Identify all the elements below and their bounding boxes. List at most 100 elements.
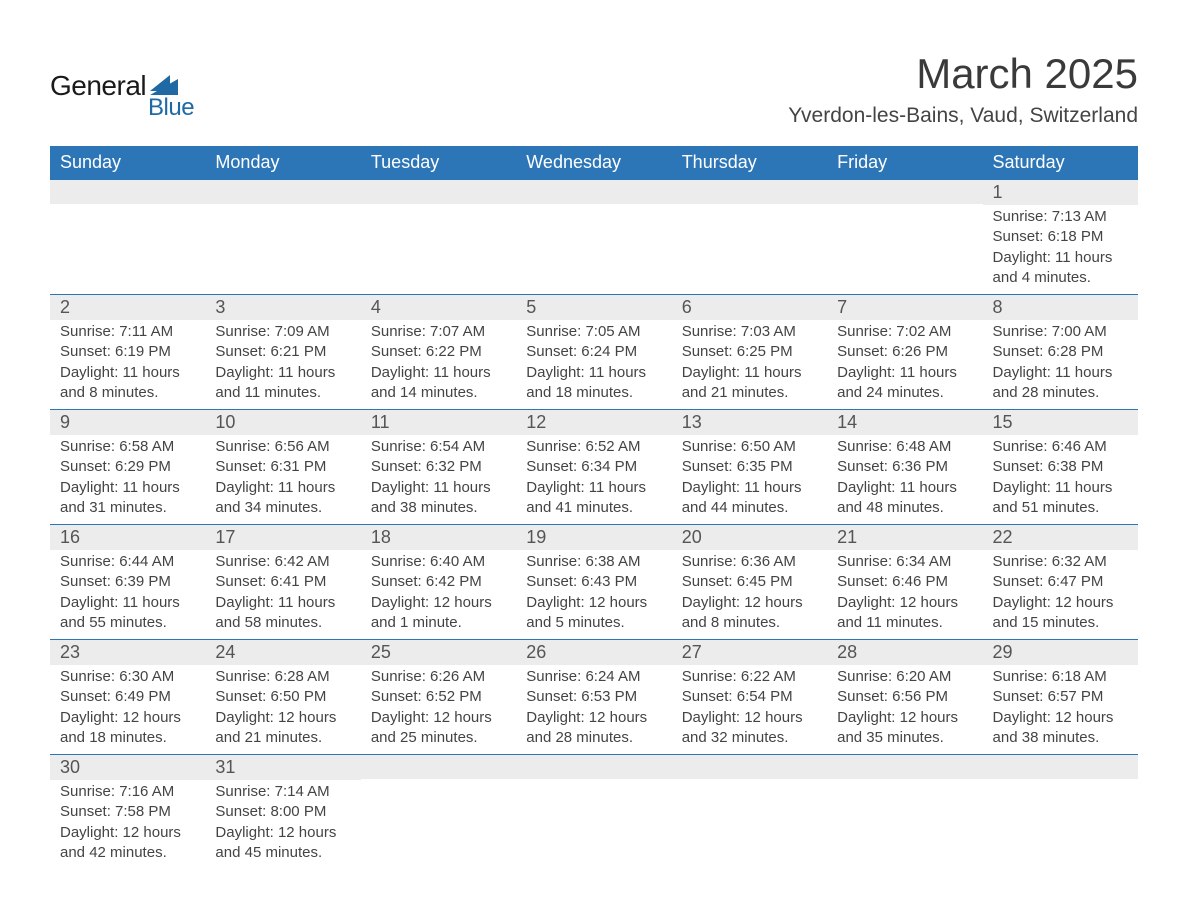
day-data: Sunrise: 7:09 AMSunset: 6:21 PMDaylight:… <box>205 320 360 409</box>
day-daylight2: and 34 minutes. <box>215 498 350 518</box>
day-sunrise: Sunrise: 6:58 AM <box>60 437 195 457</box>
day-daylight1: Daylight: 11 hours <box>993 363 1128 383</box>
day-data: Sunrise: 6:50 AMSunset: 6:35 PMDaylight:… <box>672 435 827 524</box>
calendar-cell: 5Sunrise: 7:05 AMSunset: 6:24 PMDaylight… <box>516 295 671 410</box>
day-daylight1: Daylight: 12 hours <box>60 708 195 728</box>
day-data: Sunrise: 7:07 AMSunset: 6:22 PMDaylight:… <box>361 320 516 409</box>
empty-day-data <box>516 779 671 807</box>
day-data: Sunrise: 6:30 AMSunset: 6:49 PMDaylight:… <box>50 665 205 754</box>
day-number: 7 <box>827 295 982 320</box>
day-sunrise: Sunrise: 6:42 AM <box>215 552 350 572</box>
calendar-cell: 3Sunrise: 7:09 AMSunset: 6:21 PMDaylight… <box>205 295 360 410</box>
day-daylight1: Daylight: 12 hours <box>682 593 817 613</box>
calendar-cell: 10Sunrise: 6:56 AMSunset: 6:31 PMDayligh… <box>205 410 360 525</box>
day-daylight2: and 32 minutes. <box>682 728 817 748</box>
day-number: 24 <box>205 640 360 665</box>
empty-day-data <box>361 779 516 807</box>
day-daylight1: Daylight: 11 hours <box>526 363 661 383</box>
day-sunrise: Sunrise: 7:14 AM <box>215 782 350 802</box>
calendar-cell <box>516 180 671 295</box>
weekday-header: Monday <box>205 146 360 180</box>
calendar-body: 1Sunrise: 7:13 AMSunset: 6:18 PMDaylight… <box>50 180 1138 870</box>
day-daylight2: and 51 minutes. <box>993 498 1128 518</box>
calendar-cell <box>516 755 671 870</box>
day-sunset: Sunset: 6:56 PM <box>837 687 972 707</box>
brand-logo: General Blue <box>50 70 194 122</box>
day-daylight1: Daylight: 11 hours <box>60 363 195 383</box>
day-sunset: Sunset: 6:21 PM <box>215 342 350 362</box>
day-data: Sunrise: 6:58 AMSunset: 6:29 PMDaylight:… <box>50 435 205 524</box>
day-sunset: Sunset: 6:26 PM <box>837 342 972 362</box>
day-sunrise: Sunrise: 6:34 AM <box>837 552 972 572</box>
day-sunrise: Sunrise: 6:22 AM <box>682 667 817 687</box>
calendar-cell <box>983 755 1138 870</box>
day-sunrise: Sunrise: 7:11 AM <box>60 322 195 342</box>
calendar-cell: 25Sunrise: 6:26 AMSunset: 6:52 PMDayligh… <box>361 640 516 755</box>
day-sunset: Sunset: 6:32 PM <box>371 457 506 477</box>
empty-day <box>672 755 827 779</box>
day-sunset: Sunset: 6:41 PM <box>215 572 350 592</box>
calendar-cell: 23Sunrise: 6:30 AMSunset: 6:49 PMDayligh… <box>50 640 205 755</box>
day-sunset: Sunset: 6:35 PM <box>682 457 817 477</box>
empty-day-data <box>827 779 982 807</box>
day-sunrise: Sunrise: 6:36 AM <box>682 552 817 572</box>
day-data: Sunrise: 7:11 AMSunset: 6:19 PMDaylight:… <box>50 320 205 409</box>
day-number: 14 <box>827 410 982 435</box>
empty-day <box>50 180 205 204</box>
day-daylight1: Daylight: 11 hours <box>682 478 817 498</box>
day-number: 19 <box>516 525 671 550</box>
calendar-cell: 2Sunrise: 7:11 AMSunset: 6:19 PMDaylight… <box>50 295 205 410</box>
calendar-cell <box>361 180 516 295</box>
day-daylight2: and 5 minutes. <box>526 613 661 633</box>
day-daylight1: Daylight: 11 hours <box>837 363 972 383</box>
calendar-cell: 19Sunrise: 6:38 AMSunset: 6:43 PMDayligh… <box>516 525 671 640</box>
day-data: Sunrise: 6:54 AMSunset: 6:32 PMDaylight:… <box>361 435 516 524</box>
day-daylight2: and 35 minutes. <box>837 728 972 748</box>
empty-day-data <box>361 204 516 232</box>
day-number: 16 <box>50 525 205 550</box>
day-data: Sunrise: 6:32 AMSunset: 6:47 PMDaylight:… <box>983 550 1138 639</box>
day-sunrise: Sunrise: 7:07 AM <box>371 322 506 342</box>
day-daylight1: Daylight: 11 hours <box>371 363 506 383</box>
calendar-cell <box>361 755 516 870</box>
day-data: Sunrise: 7:03 AMSunset: 6:25 PMDaylight:… <box>672 320 827 409</box>
day-sunrise: Sunrise: 6:30 AM <box>60 667 195 687</box>
day-daylight1: Daylight: 12 hours <box>526 593 661 613</box>
day-number: 3 <box>205 295 360 320</box>
day-daylight1: Daylight: 11 hours <box>371 478 506 498</box>
calendar-cell: 21Sunrise: 6:34 AMSunset: 6:46 PMDayligh… <box>827 525 982 640</box>
day-sunset: Sunset: 8:00 PM <box>215 802 350 822</box>
day-data: Sunrise: 7:13 AMSunset: 6:18 PMDaylight:… <box>983 205 1138 294</box>
day-daylight2: and 4 minutes. <box>993 268 1128 288</box>
day-sunrise: Sunrise: 7:05 AM <box>526 322 661 342</box>
day-sunrise: Sunrise: 6:50 AM <box>682 437 817 457</box>
day-data: Sunrise: 6:20 AMSunset: 6:56 PMDaylight:… <box>827 665 982 754</box>
day-daylight1: Daylight: 11 hours <box>837 478 972 498</box>
day-sunset: Sunset: 6:36 PM <box>837 457 972 477</box>
brand-name-main: General <box>50 70 146 102</box>
day-daylight1: Daylight: 12 hours <box>215 823 350 843</box>
calendar-week-row: 1Sunrise: 7:13 AMSunset: 6:18 PMDaylight… <box>50 180 1138 295</box>
header: General Blue March 2025 Yverdon-les-Bain… <box>50 50 1138 128</box>
empty-day <box>516 755 671 779</box>
day-number: 8 <box>983 295 1138 320</box>
day-number: 30 <box>50 755 205 780</box>
day-number: 23 <box>50 640 205 665</box>
day-data: Sunrise: 7:05 AMSunset: 6:24 PMDaylight:… <box>516 320 671 409</box>
day-data: Sunrise: 7:02 AMSunset: 6:26 PMDaylight:… <box>827 320 982 409</box>
day-data: Sunrise: 6:46 AMSunset: 6:38 PMDaylight:… <box>983 435 1138 524</box>
day-daylight2: and 41 minutes. <box>526 498 661 518</box>
day-sunset: Sunset: 6:24 PM <box>526 342 661 362</box>
empty-day <box>361 180 516 204</box>
day-sunset: Sunset: 6:22 PM <box>371 342 506 362</box>
day-data: Sunrise: 7:16 AMSunset: 7:58 PMDaylight:… <box>50 780 205 869</box>
day-data: Sunrise: 6:18 AMSunset: 6:57 PMDaylight:… <box>983 665 1138 754</box>
day-daylight2: and 18 minutes. <box>526 383 661 403</box>
empty-day <box>827 755 982 779</box>
day-sunrise: Sunrise: 6:26 AM <box>371 667 506 687</box>
day-sunset: Sunset: 6:25 PM <box>682 342 817 362</box>
calendar-cell: 30Sunrise: 7:16 AMSunset: 7:58 PMDayligh… <box>50 755 205 870</box>
day-daylight1: Daylight: 11 hours <box>60 593 195 613</box>
calendar-cell <box>672 180 827 295</box>
empty-day-data <box>827 204 982 232</box>
